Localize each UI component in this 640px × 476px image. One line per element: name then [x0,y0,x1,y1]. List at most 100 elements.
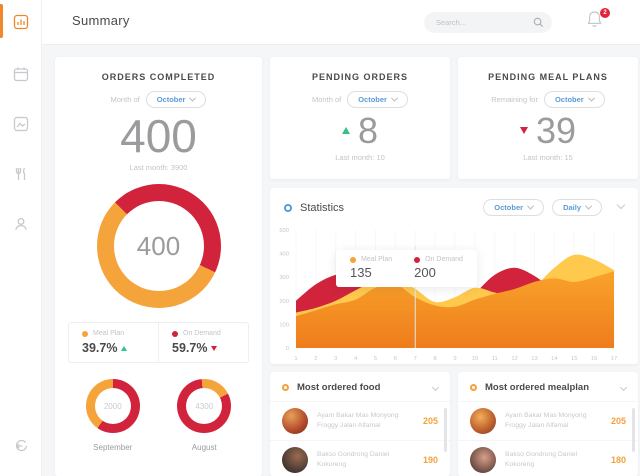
food-item-line2: Kokoreng [317,461,347,468]
sidebar-item-calendar[interactable] [0,52,42,96]
pending-orders-value: 8 [357,110,379,151]
svg-text:13: 13 [531,356,537,362]
svg-text:3: 3 [334,356,337,362]
sidebar-item-food[interactable] [0,152,42,196]
pending-meal-plans-title: PENDING MEAL PLANS [488,72,608,82]
statistics-title: Statistics [300,201,345,214]
chevron-down-icon [587,94,595,102]
scrollbar[interactable] [632,408,635,452]
pending-orders-title: PENDING ORDERS [311,72,408,82]
pending-orders-month-value: October [358,95,387,104]
september-donut-chart: 2000 [85,379,140,434]
svg-text:200: 200 [279,299,289,305]
tooltip-meal-plan-label: Meal Plan [361,256,393,263]
search-box[interactable] [424,12,552,33]
tooltip-meal-plan-value: 135 [350,265,372,280]
mini-donuts-row: 2000 September 4300 August [55,379,262,452]
logout-icon [15,439,28,452]
svg-text:5: 5 [374,356,377,362]
mealplan-item-count: 205 [610,416,626,426]
food-avatar [282,447,308,473]
most-ordered-food-header: Most ordered food [270,372,450,401]
mealplan-list-item[interactable]: Ayam Bakar Mas Monyong Froggy Jalan Alfa… [458,401,638,440]
chevron-down-icon [584,202,593,210]
mealplan-item-name: Ayam Bakar Mas Monyong Froggy Jalan Alfa… [505,411,605,431]
orders-completed-title: ORDERS COMPLETED [101,72,216,82]
list-bullet-icon [470,384,477,391]
september-donut-value: 2000 [94,388,131,425]
food-list-item[interactable]: Ayam Bakar Mas Monyong Froggy Jalan Alfa… [270,401,450,440]
mealplan-item-line2: Kokoreng [505,461,535,468]
svg-text:11: 11 [492,356,498,362]
remaining-for-label: Remaining for [491,95,538,104]
scrollbar[interactable] [444,408,447,452]
most-ordered-mealplan-title: Most ordered mealplan [485,382,589,393]
svg-text:300: 300 [279,275,289,281]
pending-orders-card: PENDING ORDERS Month of October 8 Last m… [270,57,450,179]
notifications-button[interactable]: 2 [586,8,610,34]
chevron-down-icon [390,94,399,102]
chevron-down-icon [527,202,535,210]
svg-text:0: 0 [286,346,289,352]
svg-text:100: 100 [279,322,289,328]
pending-meal-plans-value: 39 [535,110,577,151]
month-of-label: Month of [110,95,140,104]
mini-donut-august: 4300 August [177,379,232,452]
food-item-name: Bakso Gondrong Daniel Kokoreng [317,450,417,470]
svg-text:14: 14 [551,356,558,362]
svg-text:4: 4 [354,356,358,362]
chevron-down-icon[interactable] [431,383,440,392]
pending-meal-plans-month-select[interactable]: October [543,91,605,108]
statistics-month-select[interactable]: October [483,199,545,216]
orders-month-select[interactable]: October [145,91,207,108]
mealplan-avatar [470,447,496,473]
on-demand-value: 59.7% [172,341,208,356]
mealplan-avatar [470,408,496,434]
svg-text:10: 10 [472,356,478,362]
donut-legend: Meal Plan 39.7% On Demand 59.7% [68,322,249,364]
tooltip-on-demand: On Demand 200 [414,256,463,280]
svg-text:15: 15 [571,356,577,362]
food-avatar [282,408,308,434]
most-ordered-food-card: Most ordered food Ayam Bakar Mas Monyong… [270,372,450,476]
tooltip-on-demand-value: 200 [414,265,436,280]
food-list-item[interactable]: Bakso Gondrong Daniel Kokoreng 190 [270,440,450,476]
orders-month-value: October [156,95,186,104]
search-input[interactable] [436,18,533,27]
svg-text:400: 400 [279,252,289,258]
sidebar-item-logout[interactable] [0,424,42,468]
sidebar-item-reports[interactable] [0,102,42,146]
food-item-line2: Froggy Jalan Alfamal [317,422,381,429]
user-icon [15,218,27,230]
pending-meal-plans-month-value: October [554,95,584,104]
statistics-period-select[interactable]: Daily [552,199,602,216]
mealplan-item-count: 180 [610,455,626,465]
notification-badge: 2 [600,8,610,18]
chevron-down-icon[interactable] [619,383,628,392]
mealplan-list-item[interactable]: Bakso Gondrong Daniel Kokoreng 180 [458,440,638,476]
orders-last-month: Last month: 3900 [129,163,188,173]
most-ordered-food-title: Most ordered food [297,382,381,393]
august-donut-value: 4300 [186,388,223,425]
statistics-period-value: Daily [563,203,581,212]
sidebar-item-dashboard[interactable] [0,0,42,44]
svg-text:7: 7 [414,356,417,362]
most-ordered-mealplan-card: Most ordered mealplan Ayam Bakar Mas Mon… [458,372,638,476]
svg-text:17: 17 [611,356,617,362]
page-title: Summary [72,13,130,28]
food-item-count: 190 [422,455,438,465]
on-demand-dot-icon [414,256,421,263]
meal-plan-label: Meal Plan [93,330,125,338]
pending-orders-month-select[interactable]: October [347,91,408,108]
pending-meal-plans-card: PENDING MEAL PLANS Remaining for October… [458,57,638,179]
on-demand-dot-icon [172,330,178,337]
mealplan-item-line1: Ayam Bakar Mas Monyong [505,411,587,419]
sidebar-item-users[interactable] [0,202,42,246]
calendar-icon [13,67,29,82]
food-item-line1: Ayam Bakar Mas Monyong [317,411,399,419]
svg-text:1: 1 [294,356,297,362]
mealplan-item-line2: Froggy Jalan Alfamal [505,422,569,429]
dashboard-icon [13,14,29,30]
